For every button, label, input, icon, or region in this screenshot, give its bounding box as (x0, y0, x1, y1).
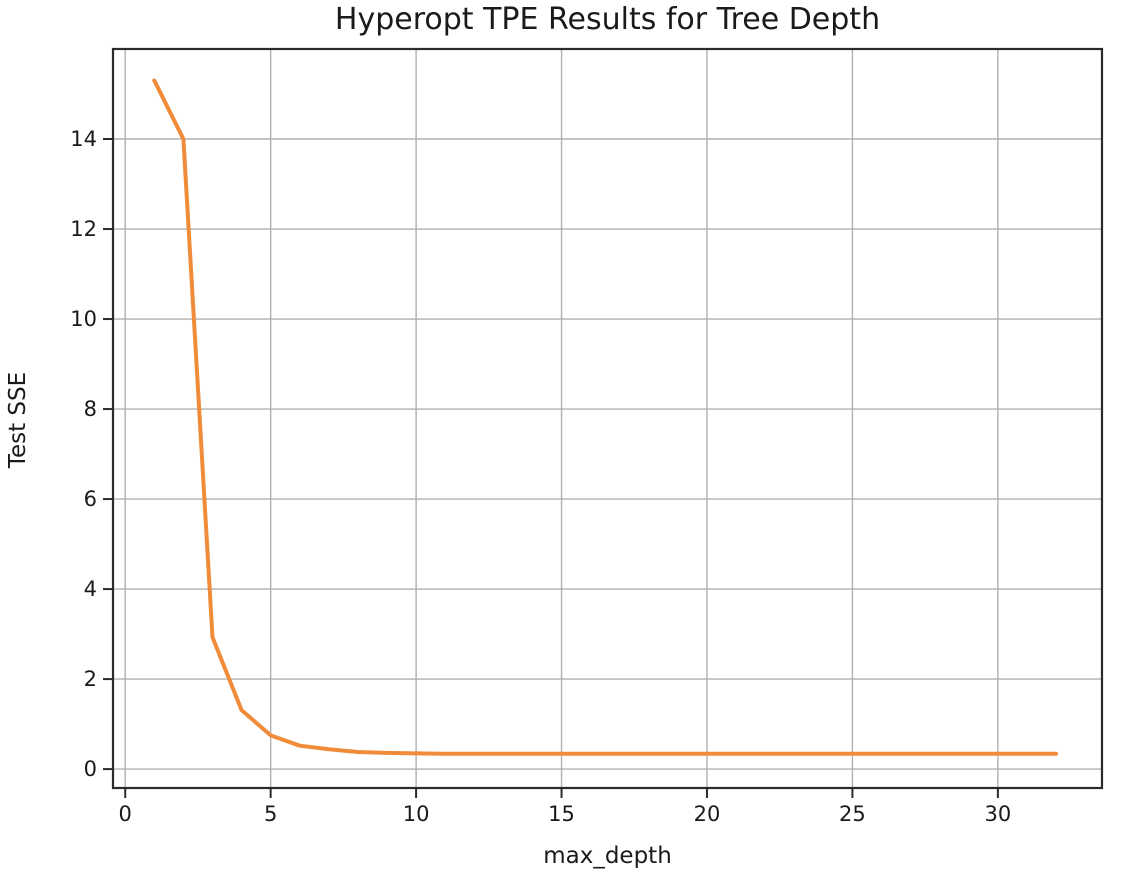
y-tick-label: 4 (84, 577, 97, 601)
x-tick-label: 10 (403, 802, 430, 826)
y-tick-label: 10 (70, 307, 97, 331)
y-tick-label: 0 (84, 757, 97, 781)
x-axis-label: max_depth (543, 843, 672, 869)
y-tick-label: 2 (84, 667, 97, 691)
y-tick-label: 14 (70, 127, 97, 151)
y-tick-label: 6 (84, 487, 97, 511)
x-tick-label: 30 (984, 802, 1011, 826)
chart-title: Hyperopt TPE Results for Tree Depth (334, 2, 881, 37)
axes-spines (111, 47, 1104, 790)
x-tick-label: 25 (839, 802, 866, 826)
x-tick-label: 15 (548, 802, 575, 826)
x-tick-label: 20 (694, 802, 721, 826)
x-tick-label: 0 (119, 802, 132, 826)
y-tick-label: 12 (70, 217, 97, 241)
y-tick-label: 8 (84, 397, 97, 421)
data-series-line (152, 78, 1059, 756)
x-tick-label: 5 (264, 802, 277, 826)
